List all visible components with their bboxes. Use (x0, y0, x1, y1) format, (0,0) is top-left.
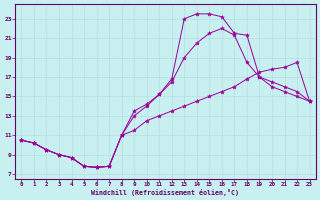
X-axis label: Windchill (Refroidissement éolien,°C): Windchill (Refroidissement éolien,°C) (92, 189, 239, 196)
